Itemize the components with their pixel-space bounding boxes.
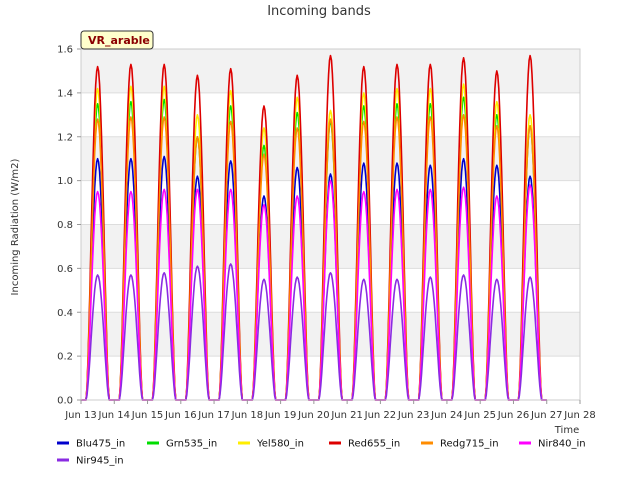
- legend-label: Grn535_in: [166, 439, 217, 450]
- x-tick-label: Jun 16: [164, 410, 197, 421]
- legend-item-redg715_in: Redg715_in: [421, 439, 499, 450]
- legend-item-nir945_in: Nir945_in: [57, 456, 124, 467]
- y-tick-label: 1.6: [57, 45, 73, 56]
- x-tick-label: Jun 23: [397, 410, 430, 421]
- y-axis-label: Incoming Radiation (W/m2): [10, 158, 21, 295]
- x-tick-label: Jun 28: [563, 410, 596, 421]
- plot-band: [81, 224, 580, 269]
- y-tick-label: 1.0: [57, 176, 73, 187]
- site-badge: VR_arable: [80, 30, 154, 50]
- plot-band: [81, 356, 580, 400]
- legend-item-red655_in: Red655_in: [329, 439, 400, 450]
- x-tick-label: Jun 20: [297, 410, 330, 421]
- plot-band: [81, 180, 580, 225]
- y-tick-label: 0.8: [57, 220, 73, 231]
- x-tick-label: Jun 17: [197, 410, 230, 421]
- legend-item-yel580_in: Yel580_in: [238, 439, 304, 450]
- y-tick-label: 0.0: [57, 396, 73, 407]
- y-tick-label: 1.2: [57, 132, 73, 143]
- x-tick-label: Jun 14: [98, 410, 131, 421]
- legend-item-blu475_in: Blu475_in: [57, 439, 125, 450]
- y-tick-label: 1.4: [57, 88, 73, 99]
- legend-label: Nir945_in: [76, 456, 124, 467]
- x-tick-label: Jun 25: [463, 410, 496, 421]
- x-axis-ticks: Jun 13 Jun 14 Jun 15 Jun 16 Jun 17 Jun 18 Jun …: [64, 400, 596, 421]
- x-tick-label: Jun 18: [231, 410, 264, 421]
- legend-item-nir840_in: Nir840_in: [519, 439, 586, 450]
- legend-label: Nir840_in: [538, 439, 586, 450]
- x-tick-label: Jun 13: [64, 410, 97, 421]
- plot-band: [81, 312, 580, 357]
- plot-band: [81, 92, 580, 137]
- site-badge-label: VR_arable: [88, 34, 150, 47]
- legend-label: Red655_in: [348, 439, 400, 450]
- y-axis-ticks: 0.0 0.2 0.4 0.6 0.8 1.0 1.2 1.4 1.6: [57, 45, 81, 407]
- x-tick-label: Jun 26: [497, 410, 530, 421]
- plot-band: [81, 268, 580, 313]
- x-tick-label: Jun 22: [364, 410, 397, 421]
- y-tick-label: 0.2: [57, 352, 73, 363]
- legend-label: Blu475_in: [76, 439, 125, 450]
- y-tick-label: 0.4: [57, 308, 73, 319]
- legend: Blu475_in Grn535_in Yel580_in Red655_in Redg…: [57, 439, 586, 467]
- x-tick-label: Jun 24: [430, 410, 463, 421]
- x-tick-label: Jun 15: [131, 410, 164, 421]
- site-badge-box: [80, 30, 154, 50]
- chart-title: Incoming bands: [267, 4, 371, 19]
- x-tick-label: Jun 21: [330, 410, 363, 421]
- y-tick-label: 0.6: [57, 264, 73, 275]
- x-tick-label: Jun 27: [530, 410, 563, 421]
- legend-label: Yel580_in: [256, 439, 304, 450]
- x-tick-label: Jun 19: [264, 410, 297, 421]
- legend-label: Redg715_in: [440, 439, 499, 450]
- x-axis-label: Time: [554, 425, 579, 436]
- legend-item-grn535_in: Grn535_in: [147, 439, 217, 450]
